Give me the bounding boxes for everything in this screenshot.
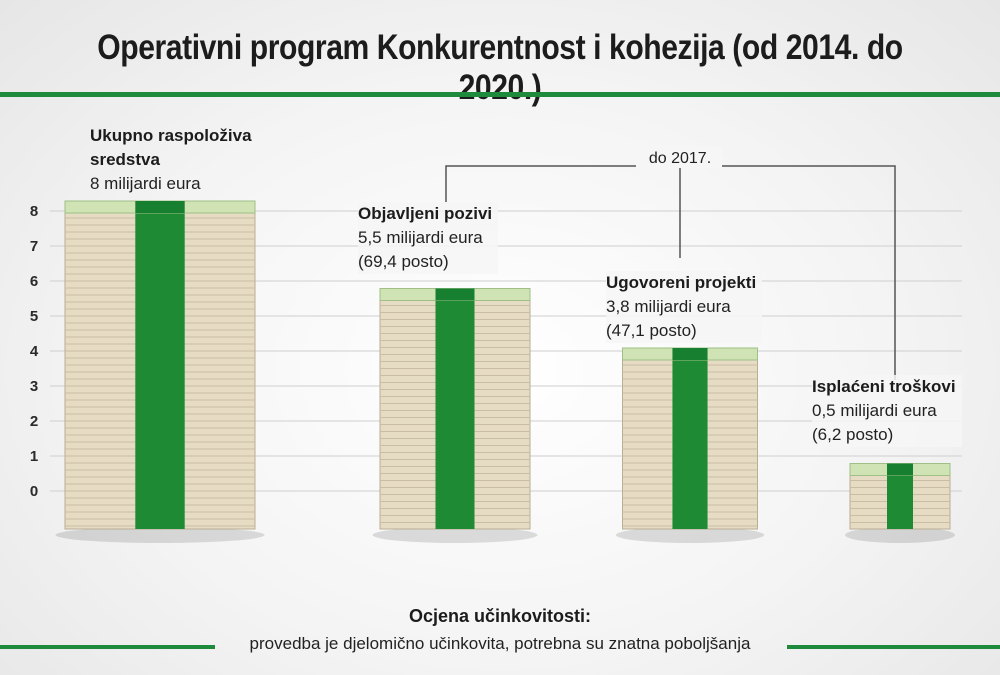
label-total-title-1: Ukupno raspoloživa [90, 126, 252, 145]
bar [55, 200, 265, 543]
footer-text: provedba je djelomično učinkovita, potre… [249, 634, 751, 653]
label-contracted: Ugovoreni projekti 3,8 milijardi eura (4… [606, 271, 763, 343]
label-paid-title: Isplaćeni troškovi [812, 377, 956, 396]
label-total-title-2: sredstva [90, 150, 160, 169]
bar [372, 288, 538, 543]
y-tick-label: 3 [30, 378, 38, 395]
page-title: Operativni program Konkurentnost i kohez… [97, 28, 903, 107]
label-total-amount: 8 milijardi eura [90, 174, 201, 193]
label-calls-title: Objavljeni pozivi [358, 204, 493, 223]
label-paid: Isplaćeni troškovi 0,5 milijardi eura (6… [812, 375, 962, 447]
y-tick-label: 7 [30, 238, 38, 255]
bar-band [887, 473, 913, 529]
footer-title: Ocjena učinkovitosti: [408, 606, 592, 626]
label-calls-percent: (69,4 posto) [358, 252, 449, 271]
label-total: Ukupno raspoloživa sredstva 8 milijardi … [90, 124, 252, 196]
bar-band [135, 211, 185, 529]
y-tick-label: 6 [30, 273, 38, 290]
y-tick-label: 2 [30, 413, 38, 430]
bar-top-band [435, 288, 475, 301]
bar-shadow [55, 527, 265, 543]
label-contracted-percent: (47,1 posto) [606, 321, 697, 340]
y-tick-label: 0 [30, 483, 38, 500]
label-paid-amount: 0,5 milijardi eura [812, 401, 937, 420]
label-paid-percent: (6,2 posto) [812, 425, 894, 444]
bar-band [435, 298, 475, 529]
bracket: do 2017. [445, 146, 896, 380]
bar-shadow [615, 527, 765, 543]
y-tick-label: 4 [30, 343, 39, 360]
label-contracted-amount: 3,8 milijardi eura [606, 297, 731, 316]
bar-band [672, 358, 708, 529]
bar [845, 463, 955, 543]
bottom-divider-left [0, 645, 215, 649]
bracket-label: do 2017. [649, 150, 711, 167]
bar [615, 347, 765, 543]
label-contracted-title: Ugovoreni projekti [606, 273, 757, 292]
bottom-divider-right [787, 645, 1000, 649]
y-tick-label: 1 [30, 448, 38, 465]
y-tick-label: 5 [30, 308, 38, 325]
bar-shadow [372, 527, 538, 543]
top-divider [0, 92, 1000, 97]
y-tick-label: 8 [30, 203, 38, 220]
label-calls-amount: 5,5 milijardi eura [358, 228, 483, 247]
bar-top-band [672, 348, 708, 360]
label-calls: Objavljeni pozivi 5,5 milijardi eura (69… [358, 202, 499, 274]
bar-top-band [887, 463, 913, 476]
bar-top-band [135, 201, 185, 213]
bar-shadow [845, 527, 955, 543]
